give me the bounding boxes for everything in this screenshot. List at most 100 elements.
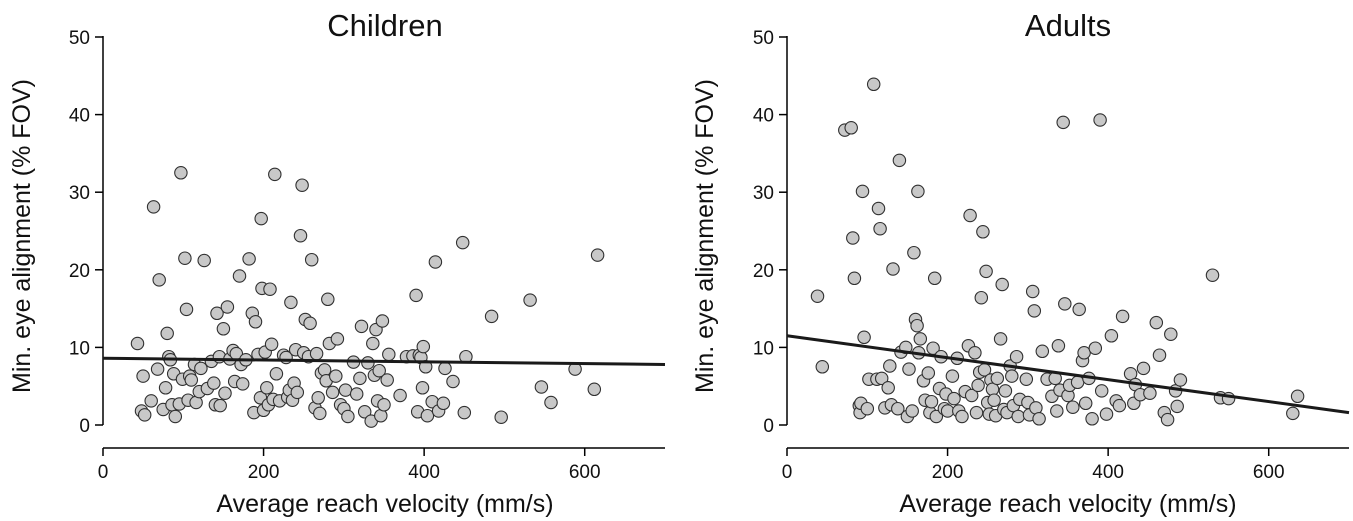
data-point	[144, 394, 158, 408]
data-point	[264, 337, 279, 352]
data-point	[150, 362, 165, 376]
data-point	[990, 371, 1005, 386]
data-point	[1290, 389, 1305, 404]
data-point	[1058, 297, 1072, 311]
data-point	[216, 322, 231, 336]
data-point	[971, 378, 985, 393]
data-point	[1093, 113, 1107, 127]
data-point	[325, 385, 340, 400]
data-point	[1136, 361, 1151, 376]
data-point	[353, 371, 367, 386]
panel-title: Adults	[1025, 8, 1111, 43]
data-point	[197, 253, 211, 268]
data-point	[945, 369, 960, 383]
data-point	[268, 167, 282, 182]
data-point	[976, 225, 990, 239]
data-point	[1011, 409, 1025, 424]
y-axis-label: Min. eye alignment (% FOV)	[691, 79, 719, 393]
data-point	[1056, 115, 1070, 130]
data-point	[1164, 327, 1178, 341]
data-point	[174, 166, 188, 180]
data-point	[372, 363, 386, 378]
data-point	[393, 388, 407, 403]
data-point	[905, 404, 919, 418]
data-point	[136, 369, 150, 383]
data-point	[420, 408, 435, 423]
data-point	[847, 271, 862, 286]
data-point	[1027, 304, 1042, 318]
data-point	[1085, 412, 1099, 426]
y-tick-label: 0	[79, 416, 90, 437]
data-point	[416, 339, 431, 354]
data-point	[1077, 346, 1091, 360]
data-point	[866, 77, 881, 92]
data-point	[974, 290, 989, 305]
data-point	[1035, 344, 1050, 359]
data-point	[927, 271, 942, 286]
data-point	[1115, 309, 1130, 324]
data-point	[220, 300, 235, 314]
data-point	[284, 295, 298, 310]
data-point	[1205, 268, 1220, 282]
data-point	[232, 269, 247, 283]
data-point	[295, 178, 309, 192]
data-point	[860, 401, 875, 416]
data-point	[218, 386, 232, 400]
data-point	[1094, 384, 1109, 398]
data-point	[168, 409, 183, 424]
y-tick-label: 40	[753, 106, 774, 127]
x-tick-label: 200	[932, 462, 964, 483]
data-point	[873, 221, 887, 236]
data-point	[929, 409, 944, 424]
data-point	[968, 346, 982, 360]
y-tick-label: 10	[69, 338, 90, 359]
data-point	[317, 363, 332, 377]
data-point	[881, 381, 895, 395]
data-point	[213, 398, 227, 413]
x-tick-label: 0	[98, 462, 109, 483]
data-point	[1143, 386, 1157, 400]
panel-children: Children Min. eye alignment (% FOV) Aver…	[8, 8, 666, 518]
data-point	[947, 391, 961, 406]
data-point	[1005, 369, 1019, 383]
data-point	[484, 309, 499, 324]
regression-line	[786, 334, 1350, 415]
data-point	[910, 318, 924, 333]
data-point	[523, 293, 537, 307]
data-point	[1152, 348, 1167, 362]
data-point	[309, 346, 324, 361]
data-point	[194, 361, 208, 376]
data-point	[855, 184, 870, 199]
data-point	[1070, 375, 1085, 390]
data-point	[1050, 404, 1064, 418]
data-point	[886, 262, 900, 276]
data-point	[913, 332, 928, 346]
data-point	[366, 336, 380, 351]
data-point	[1104, 329, 1119, 343]
data-point	[857, 330, 871, 345]
data-point	[1025, 284, 1040, 299]
data-point	[260, 381, 274, 395]
data-point	[207, 376, 221, 390]
data-point	[815, 360, 830, 374]
data-point	[137, 408, 152, 422]
data-point	[1286, 406, 1300, 421]
data-point	[349, 387, 364, 401]
data-point	[269, 367, 284, 381]
y-tick-label: 0	[763, 416, 774, 437]
data-point	[248, 315, 263, 329]
x-tick-label: 600	[569, 462, 601, 483]
data-point	[1032, 412, 1046, 426]
x-axis-label: Average reach velocity (mm/s)	[899, 490, 1236, 518]
data-point	[184, 373, 199, 387]
data-point	[1051, 339, 1066, 353]
data-point	[1088, 341, 1103, 355]
data-point	[254, 211, 268, 226]
y-tick-label: 50	[69, 28, 90, 49]
axis-ticks: 0 10 20 30 40 50 0 200 400 600	[69, 28, 601, 483]
data-point	[844, 121, 858, 135]
data-point	[130, 336, 145, 351]
data-point	[329, 369, 343, 383]
data-point	[987, 393, 1001, 407]
y-tick-label: 30	[69, 183, 90, 204]
